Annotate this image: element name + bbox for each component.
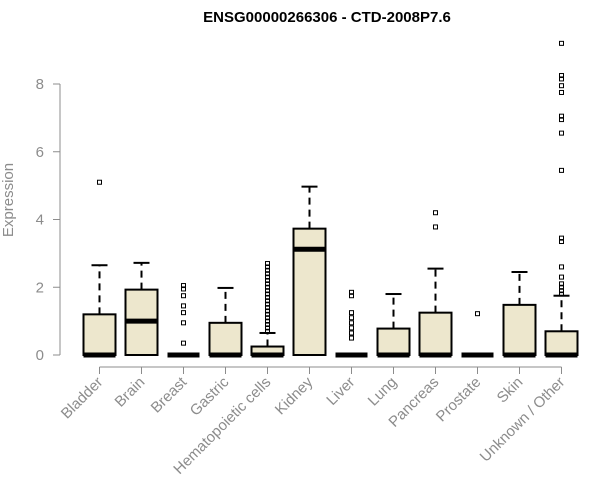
box-hematopoietic-cells (250, 261, 285, 358)
box-brain (124, 261, 159, 356)
outlier-point (559, 264, 564, 270)
box-bladder (82, 179, 117, 358)
outlier-point (97, 179, 102, 185)
outlier-point (475, 311, 480, 317)
x-tick-label: Liver (323, 374, 358, 409)
x-tick-label: Kidney (272, 373, 317, 418)
y-tick-label: 0 (36, 347, 44, 364)
x-tick-label: Brain (112, 374, 149, 411)
x-tick-label: Bladder (58, 374, 107, 423)
outlier-point (559, 167, 564, 173)
outlier-point (265, 284, 270, 290)
x-tick-label: Skin (494, 374, 527, 407)
outlier-point (559, 113, 564, 119)
outlier-point (265, 264, 270, 270)
x-tick-label: Lung (365, 374, 401, 410)
outlier-point (559, 130, 564, 136)
outlier-point (265, 318, 270, 324)
outlier-point (265, 308, 270, 314)
outlier-point (433, 210, 438, 216)
outlier-point (181, 320, 186, 326)
outlier-point (265, 328, 270, 334)
outlier-point (349, 330, 354, 336)
y-tick-label: 2 (36, 279, 44, 296)
outlier-point (349, 289, 354, 295)
box-unknown-other (544, 40, 579, 358)
box-liver (335, 289, 368, 358)
outlier-point (265, 298, 270, 304)
box-skin (502, 271, 537, 358)
outlier-point (265, 315, 270, 321)
y-tick-label: 6 (36, 144, 44, 161)
outlier-point (559, 284, 564, 290)
outlier-point (181, 310, 186, 316)
outlier-point (559, 291, 564, 297)
outlier-point (265, 271, 270, 277)
outlier-point (265, 305, 270, 311)
box-lung (376, 293, 411, 358)
outlier-point (559, 73, 564, 79)
outlier-point (559, 117, 564, 123)
outlier-point (265, 281, 270, 287)
outlier-point (349, 293, 354, 299)
y-tick-label: 8 (36, 76, 44, 93)
outlier-point (559, 83, 564, 89)
outlier-point (265, 311, 270, 317)
outlier-point (181, 283, 186, 289)
outlier-point (559, 89, 564, 95)
outlier-point (265, 294, 270, 300)
box-body (82, 313, 117, 357)
box-body (208, 321, 243, 357)
outlier-point (349, 310, 354, 316)
outlier-point (349, 320, 354, 326)
outlier-point (265, 267, 270, 273)
outlier-point (181, 340, 186, 346)
outlier-point (181, 303, 186, 309)
outlier-point (349, 325, 354, 331)
x-tick-label: Breast (148, 373, 191, 416)
outlier-point (265, 277, 270, 283)
box-breast (167, 283, 200, 358)
x-tick-label: Prostate (433, 374, 485, 426)
outlier-point (181, 286, 186, 292)
outlier-point (559, 288, 564, 294)
box-body (502, 303, 537, 356)
outlier-point (559, 76, 564, 82)
outlier-point (265, 261, 270, 267)
box-kidney (292, 185, 327, 357)
outlier-point (349, 315, 354, 321)
y-axis: 0 2 4 6 8 (36, 76, 61, 364)
chart-title: ENSG00000266306 - CTD-2008P7.6 (203, 9, 451, 26)
y-tick-label: 4 (36, 212, 44, 229)
box-body (376, 327, 411, 357)
outlier-point (559, 274, 564, 280)
outlier-point (265, 301, 270, 307)
outlier-point (433, 224, 438, 230)
outlier-point (265, 288, 270, 294)
outlier-point (181, 293, 186, 299)
outlier-point (559, 40, 564, 46)
plot-area (82, 40, 579, 358)
outlier-point (349, 335, 354, 341)
box-prostate (461, 311, 494, 358)
outlier-point (265, 322, 270, 328)
box-body (418, 311, 453, 356)
box-body (544, 330, 579, 357)
box-gastric (208, 286, 243, 358)
box-pancreas (418, 210, 453, 358)
outlier-point (265, 325, 270, 331)
outlier-point (559, 281, 564, 287)
outlier-point (559, 239, 564, 245)
outlier-point (265, 291, 270, 297)
outlier-point (559, 235, 564, 241)
outlier-point (265, 274, 270, 280)
y-axis-title: Expression (0, 163, 17, 237)
